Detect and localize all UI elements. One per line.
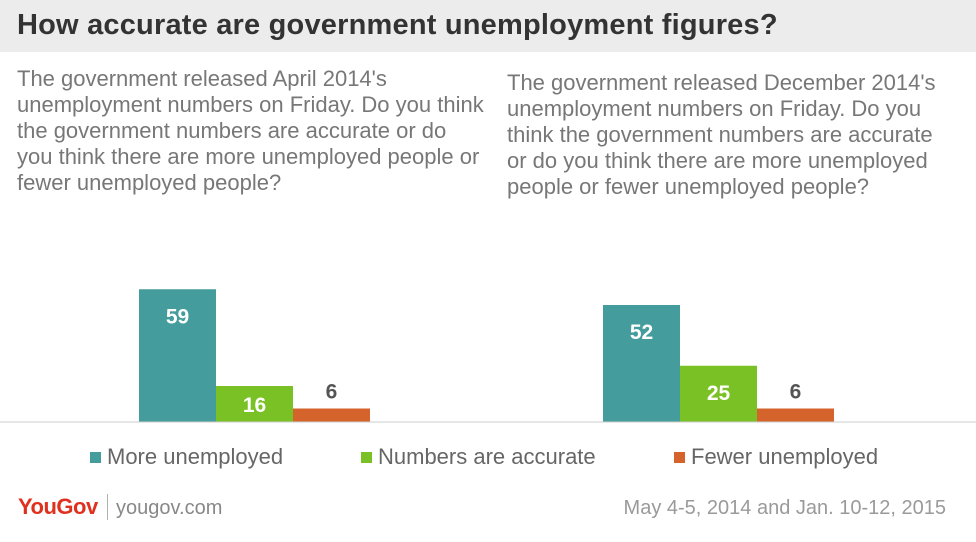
footer-divider bbox=[107, 494, 108, 520]
bar-fewer-unemployed bbox=[757, 408, 834, 422]
data-label-numbers-accurate: 16 bbox=[243, 394, 266, 417]
question-text-right: The government released December 2014's … bbox=[507, 70, 942, 199]
data-label-more-unemployed: 52 bbox=[630, 321, 653, 344]
chart-panel-april: 59 16 6 bbox=[139, 289, 370, 422]
legend-label: More unemployed bbox=[107, 444, 284, 469]
chart-panel-december: 52 25 6 bbox=[603, 305, 834, 422]
bar-more-unemployed bbox=[139, 289, 216, 422]
legend-label: Fewer unemployed bbox=[691, 444, 879, 469]
data-label-numbers-accurate: 25 bbox=[707, 382, 731, 405]
legend-swatch bbox=[361, 451, 372, 463]
footer-date: May 4-5, 2014 and Jan. 10-12, 2015 bbox=[623, 497, 946, 519]
bar-fewer-unemployed bbox=[293, 408, 370, 422]
legend-item-numbers-accurate: Numbers are accurate bbox=[361, 444, 596, 470]
bar-numbers-accurate bbox=[680, 365, 757, 422]
legend-item-more-unemployed: More unemployed bbox=[90, 444, 283, 470]
title-bar: How accurate are government unemployment… bbox=[0, 0, 976, 52]
footer-site[interactable]: yougov.com bbox=[116, 497, 223, 519]
data-label-fewer-unemployed: 6 bbox=[790, 381, 802, 404]
data-label-more-unemployed: 59 bbox=[166, 305, 189, 328]
legend-item-fewer-unemployed: Fewer unemployed bbox=[674, 444, 878, 470]
bar-numbers-accurate bbox=[216, 386, 293, 422]
legend: More unemployed Numbers are accurate Few… bbox=[0, 444, 976, 474]
yougov-logo: YouGov bbox=[18, 494, 98, 519]
bar-more-unemployed bbox=[603, 305, 680, 422]
chart-title: How accurate are government unemployment… bbox=[17, 9, 778, 41]
legend-label: Numbers are accurate bbox=[378, 444, 596, 469]
question-text-left: The government released April 2014's une… bbox=[17, 66, 490, 195]
legend-swatch bbox=[674, 451, 685, 463]
data-label-fewer-unemployed: 6 bbox=[326, 381, 338, 404]
legend-swatch bbox=[90, 451, 101, 463]
